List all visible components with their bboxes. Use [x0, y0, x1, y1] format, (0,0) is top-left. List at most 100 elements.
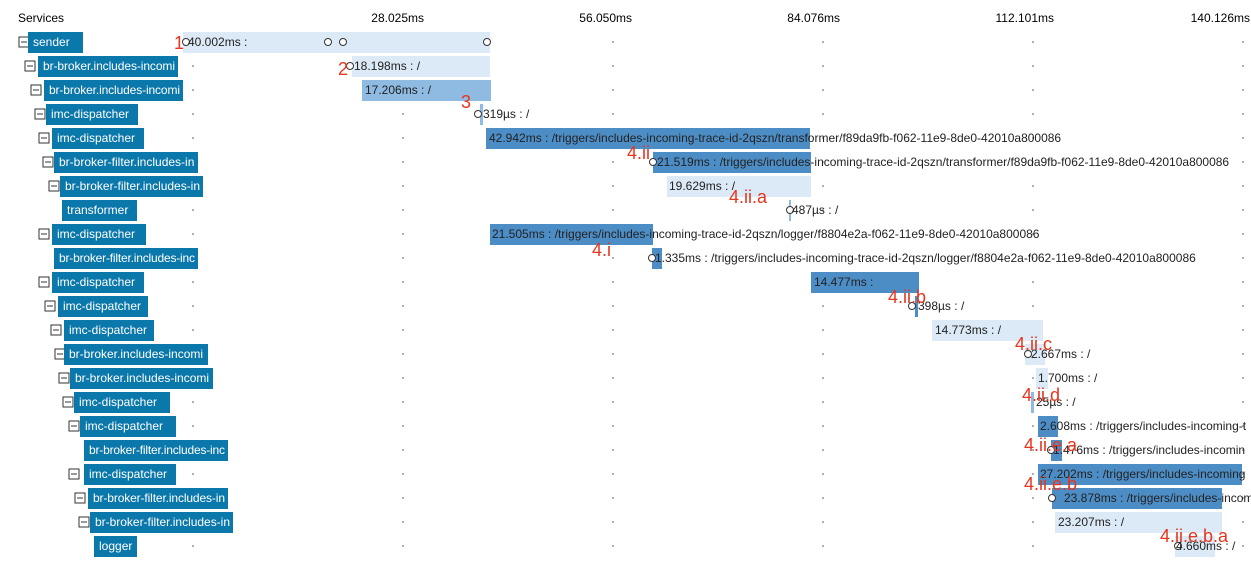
grid-dot — [192, 305, 194, 307]
span-label: 21.519ms : /triggers/includes-incoming-t… — [657, 155, 1229, 169]
step-annotation: 4.ii.d — [1022, 385, 1060, 405]
grid-dot — [822, 89, 824, 91]
service-box[interactable] — [64, 344, 208, 365]
span-marker — [648, 254, 656, 262]
service-box[interactable] — [54, 152, 198, 173]
service-name: logger — [99, 539, 132, 553]
service-box[interactable] — [90, 512, 233, 533]
service-box[interactable] — [46, 104, 138, 125]
span-bar[interactable] — [667, 176, 811, 197]
grid-dot — [822, 65, 824, 67]
grid-dot — [1032, 377, 1034, 379]
grid-dot — [1032, 89, 1034, 91]
grid-dot — [1242, 545, 1244, 547]
grid-dot — [612, 521, 614, 523]
span-bar[interactable] — [1052, 488, 1222, 509]
grid-dot — [1242, 353, 1244, 355]
span-bar[interactable] — [1038, 464, 1242, 485]
grid-dot — [822, 377, 824, 379]
service-name: imc-dispatcher — [85, 419, 163, 433]
service-box[interactable] — [58, 296, 148, 317]
grid-dot — [402, 185, 404, 187]
span-bar[interactable] — [915, 296, 918, 317]
span-label: 398µs : / — [918, 299, 965, 313]
service-box[interactable] — [70, 368, 213, 389]
service-box[interactable] — [38, 56, 178, 77]
span-bar[interactable] — [352, 56, 490, 77]
grid-dot — [612, 473, 614, 475]
span-bar[interactable] — [486, 128, 810, 149]
service-box[interactable] — [94, 536, 137, 557]
grid-dot — [1032, 257, 1034, 259]
span-marker — [649, 158, 657, 166]
grid-dot — [1032, 497, 1034, 499]
grid-dot — [402, 281, 404, 283]
service-name: imc-dispatcher — [69, 323, 147, 337]
service-box[interactable] — [52, 272, 144, 293]
service-box[interactable] — [80, 416, 176, 437]
grid-dot — [1242, 89, 1244, 91]
grid-dot — [822, 209, 824, 211]
step-annotation: 2 — [338, 59, 348, 79]
service-box[interactable] — [54, 248, 198, 269]
span-label: 1.476ms : /triggers/includes-incomin — [1053, 443, 1245, 457]
time-tick-label: 140.126ms — [1191, 11, 1250, 25]
grid-dot — [1032, 113, 1034, 115]
span-bar[interactable] — [1055, 512, 1222, 533]
service-box[interactable] — [64, 320, 154, 341]
span-bar[interactable] — [490, 224, 653, 245]
span-bar[interactable] — [1031, 392, 1034, 413]
step-annotation: 4.ii.a — [729, 187, 768, 207]
span-bar[interactable] — [183, 32, 490, 53]
span-bar[interactable] — [652, 248, 662, 269]
service-name: imc-dispatcher — [63, 299, 141, 313]
service-box[interactable] — [52, 128, 144, 149]
span-label: 2.608ms : /triggers/includes-incoming-t — [1040, 419, 1247, 433]
grid-dot — [402, 497, 404, 499]
span-bar[interactable] — [932, 320, 1043, 341]
span-bar[interactable] — [1025, 344, 1045, 365]
service-box[interactable] — [74, 392, 170, 413]
grid-dot — [1032, 65, 1034, 67]
grid-dot — [612, 449, 614, 451]
grid-dot — [1242, 305, 1244, 307]
span-label: 23.878ms : /triggers/includes-incomin — [1064, 491, 1251, 505]
span-bar[interactable] — [811, 272, 919, 293]
grid-dot — [612, 497, 614, 499]
span-bar[interactable] — [1038, 416, 1058, 437]
service-box[interactable] — [62, 200, 137, 221]
grid-dot — [192, 545, 194, 547]
span-bar[interactable] — [1051, 440, 1062, 461]
service-box[interactable] — [44, 80, 183, 101]
grid-dot — [402, 113, 404, 115]
time-tick-label: 56.050ms — [579, 11, 632, 25]
service-box[interactable] — [84, 464, 176, 485]
span-marker — [1048, 494, 1056, 502]
grid-dot — [822, 353, 824, 355]
service-box[interactable] — [88, 488, 228, 509]
grid-dot — [612, 281, 614, 283]
step-annotation: 4.ii.e.a — [1024, 435, 1078, 455]
span-marker — [483, 38, 491, 46]
span-bar[interactable] — [1175, 536, 1215, 557]
grid-dot — [822, 137, 824, 139]
grid-dot — [402, 233, 404, 235]
grid-dot — [1242, 497, 1244, 499]
grid-dot — [822, 185, 824, 187]
grid-dot — [1242, 521, 1244, 523]
time-tick-label: 84.076ms — [787, 11, 840, 25]
span-label: 14.773ms : / — [935, 323, 1002, 337]
grid-dot — [192, 401, 194, 403]
grid-dot — [192, 137, 194, 139]
grid-dot — [192, 281, 194, 283]
span-bar[interactable] — [653, 152, 811, 173]
grid-dot — [822, 41, 824, 43]
span-bar[interactable] — [362, 80, 491, 101]
grid-dot — [1242, 65, 1244, 67]
service-box[interactable] — [84, 440, 228, 461]
service-box[interactable] — [52, 224, 146, 245]
service-box[interactable] — [28, 32, 83, 53]
span-bar[interactable] — [1036, 368, 1048, 389]
service-box[interactable] — [60, 176, 203, 197]
service-name: br-broker-filter.includes-inc — [89, 443, 225, 457]
